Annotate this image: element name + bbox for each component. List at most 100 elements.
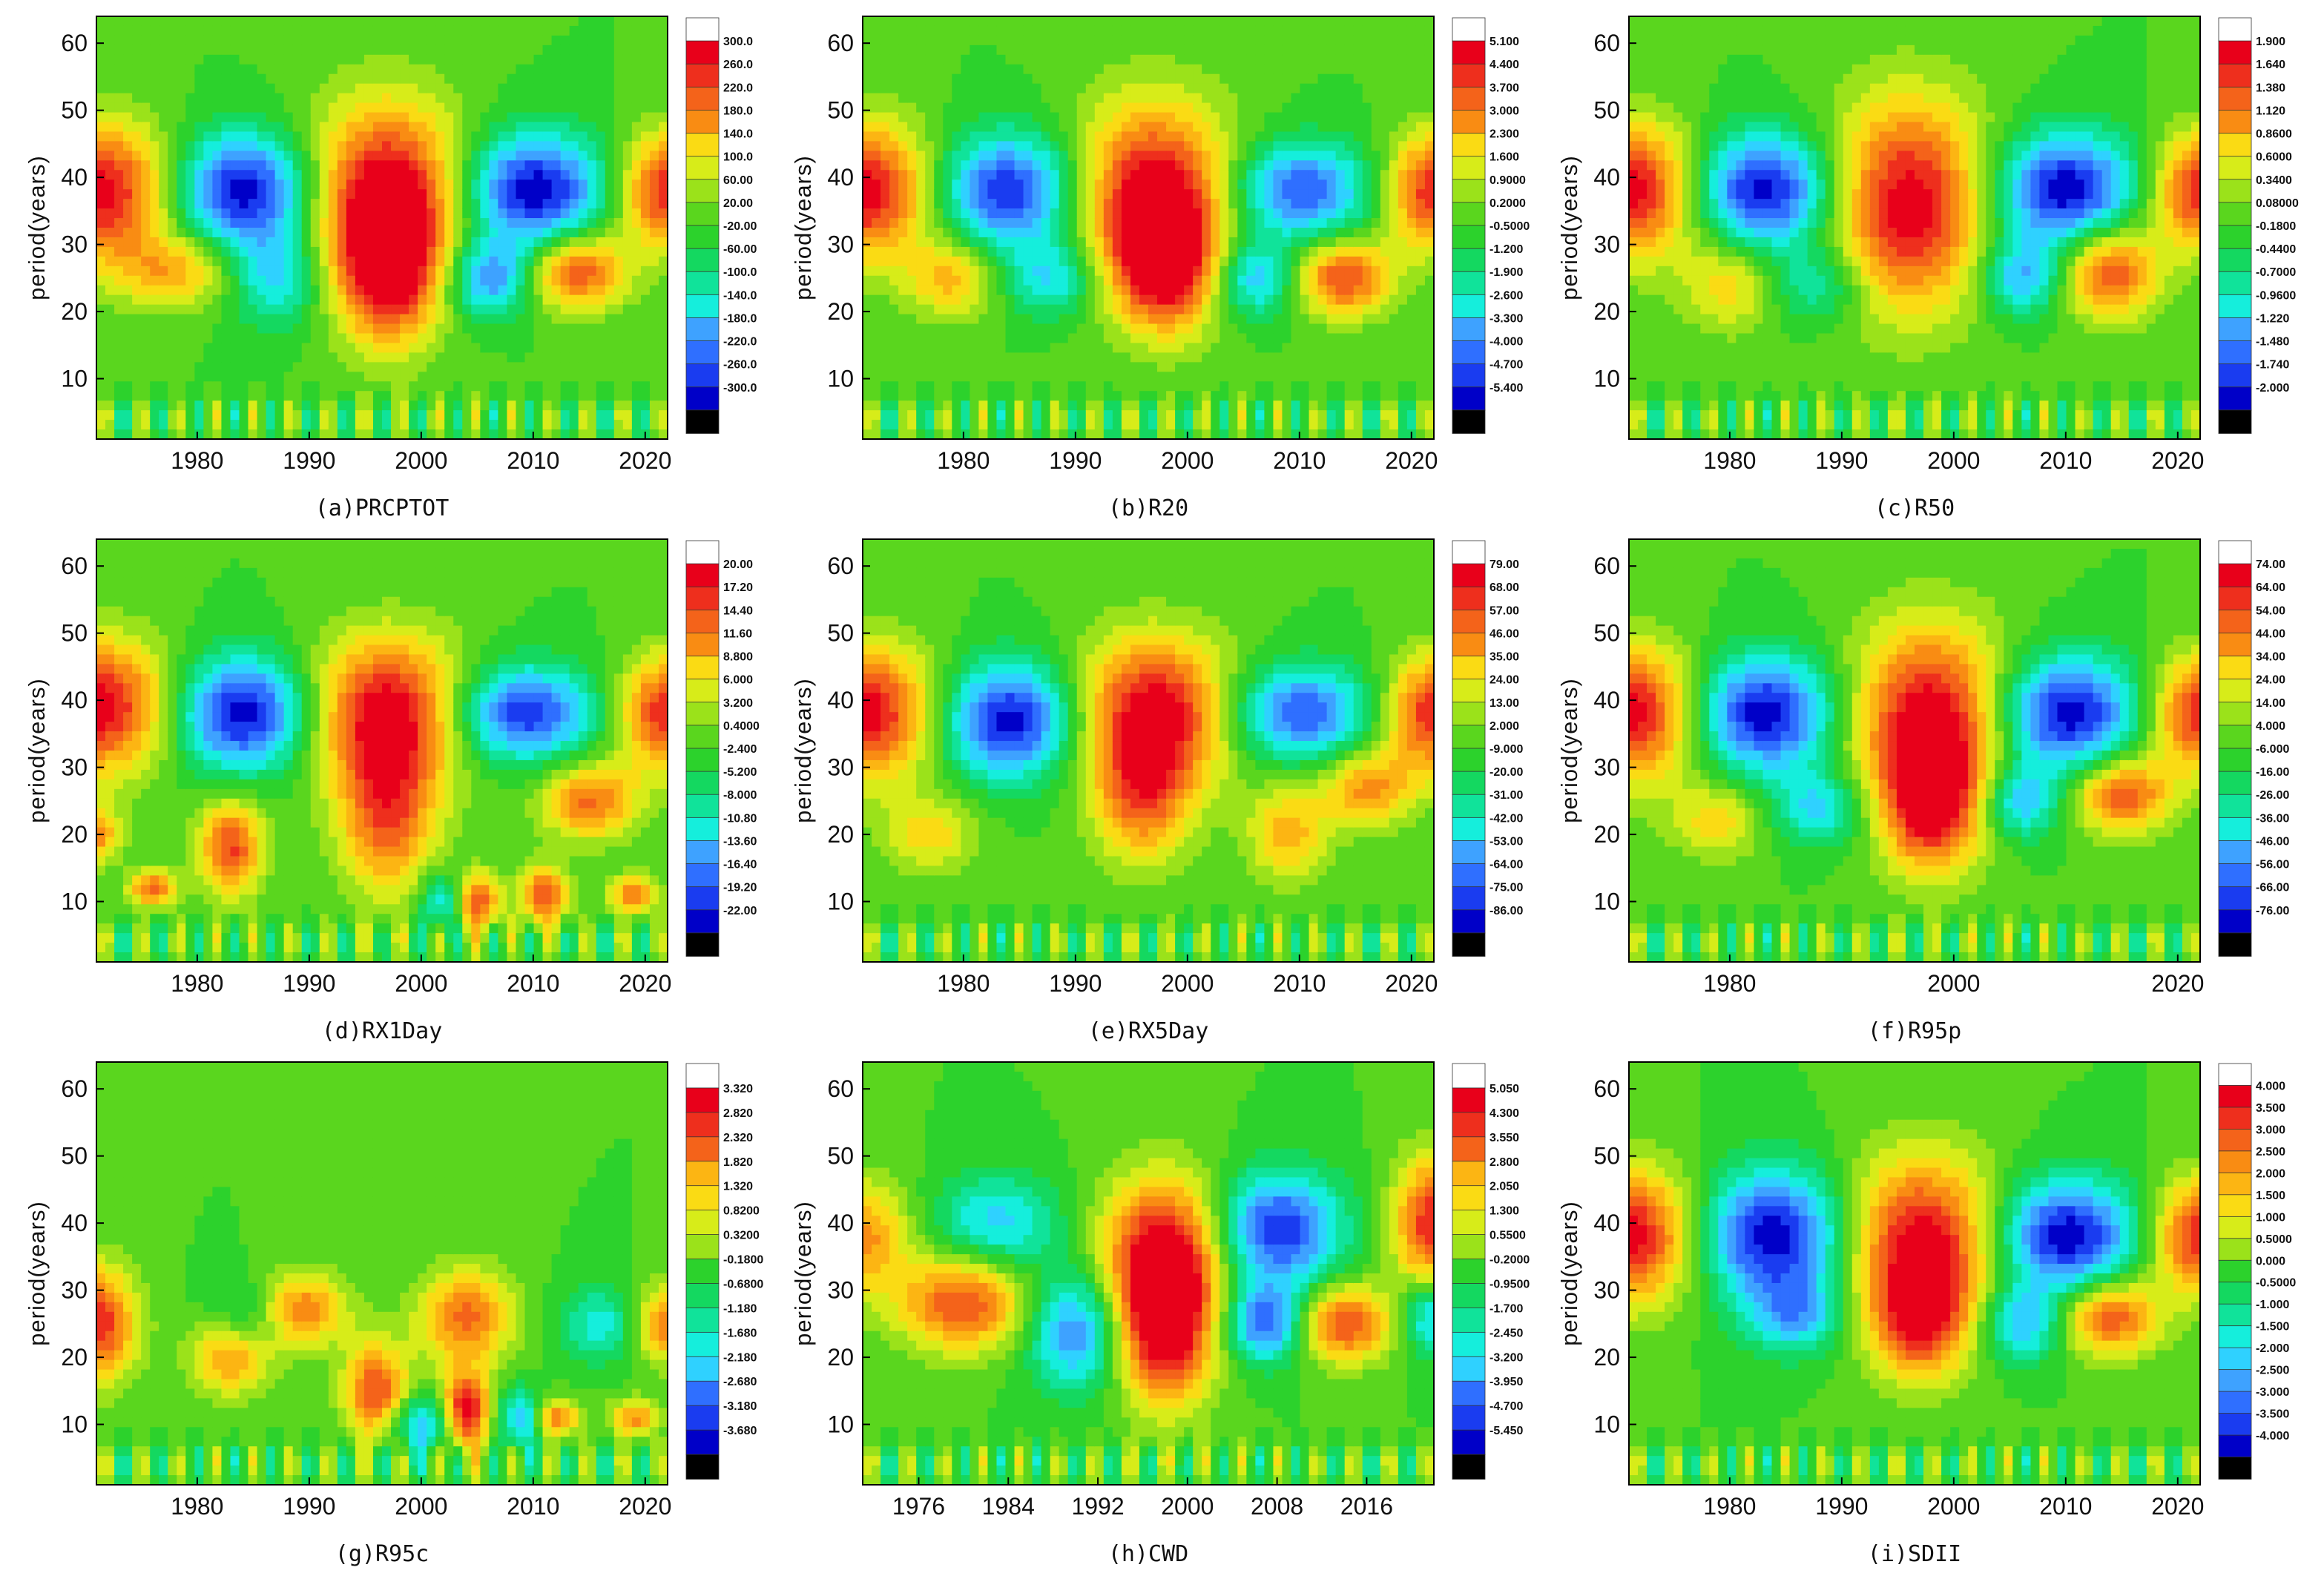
heat-cell [159,113,168,123]
heat-cell [552,55,562,65]
heat-cell [364,160,374,171]
heat-cell [659,131,668,142]
heat-cell [194,93,204,104]
heat-cell [570,410,579,421]
heat-cell [1104,429,1113,440]
heat-cell [650,257,659,267]
heat-cell [355,199,365,209]
heat-cell [266,343,276,353]
heat-cell [1237,55,1247,65]
heat-cell [284,286,294,296]
heat-cell [632,170,642,180]
heat-cell [114,266,124,277]
heat-cell [934,372,944,382]
heat-cell [1059,276,1069,286]
heat-cell [916,45,926,56]
heat-cell [1033,179,1042,190]
heat-cell [1033,170,1042,180]
heat-cell [978,362,988,372]
heat-cell [489,16,498,27]
heat-cell [194,26,204,36]
heat-cell [1211,65,1220,75]
heat-cell [1041,429,1051,440]
heat-cell [632,103,642,113]
heat-cell [1219,16,1229,27]
heat-cell [1246,36,1256,46]
heat-cell [863,381,872,392]
heat-cell [1024,276,1033,286]
heat-cell [863,65,872,75]
heat-cell [400,199,409,209]
heat-cell [409,334,418,344]
heat-cell [230,36,240,46]
heat-cell [970,45,979,56]
heat-cell [978,16,988,27]
heat-cell [96,170,106,180]
heat-cell [302,295,312,306]
heat-cell [1104,160,1113,171]
heat-cell [1282,160,1291,171]
heat-cell [293,429,303,440]
heat-cell [435,179,445,190]
heat-cell [177,324,186,334]
heat-cell [212,429,222,440]
heat-cell [194,247,204,257]
heat-cell [1104,352,1113,363]
heat-cell [444,286,454,296]
heat-cell [1211,266,1220,277]
heat-cell [1068,103,1078,113]
heat-cell [1113,228,1122,238]
heat-cell [177,410,186,421]
heat-cell [1059,218,1069,228]
heat-cell [320,208,329,219]
heat-cell [230,45,240,56]
heat-cell [561,113,570,123]
heat-cell [1015,237,1024,248]
heat-cell [579,257,588,267]
heat-cell [418,179,427,190]
heat-cell [1246,103,1256,113]
heat-cell [444,343,454,353]
heat-cell [1059,45,1069,56]
heat-cell [605,26,615,36]
heat-cell [266,247,276,257]
heat-cell [880,257,890,267]
heat-cell [1113,208,1122,219]
heat-cell [418,352,427,363]
heat-cell [507,286,516,296]
heat-cell [1157,266,1167,277]
heat-cell [373,276,383,286]
heat-cell [159,141,168,151]
heat-cell [1050,45,1060,56]
heat-cell [462,45,472,56]
heat-cell [1166,93,1176,104]
heat-cell [1211,179,1220,190]
heat-cell [507,334,516,344]
heat-cell [970,343,979,353]
heat-cell [194,324,204,334]
heat-cell [987,410,997,421]
heat-cell [185,93,195,104]
heat-cell [1237,334,1247,344]
colorbar-swatch [686,64,719,88]
heat-cell [907,228,917,238]
heat-cell [1104,343,1113,353]
heat-cell [1228,420,1238,430]
heat-cell [1095,93,1105,104]
heat-cell [248,305,258,315]
heat-cell [534,362,544,372]
heat-cell [248,45,258,56]
heat-cell [641,199,651,209]
heat-cell [1104,400,1113,411]
heat-cell [1193,45,1202,56]
heat-cell [132,391,142,401]
heat-cell [409,208,418,219]
heat-cell [293,131,303,142]
heat-cell [907,113,917,123]
heat-cell [1104,170,1113,180]
heat-cell [141,179,151,190]
heat-cell [185,391,195,401]
heat-cell [471,305,481,315]
heat-cell [1184,429,1194,440]
heat-cell [132,324,142,334]
